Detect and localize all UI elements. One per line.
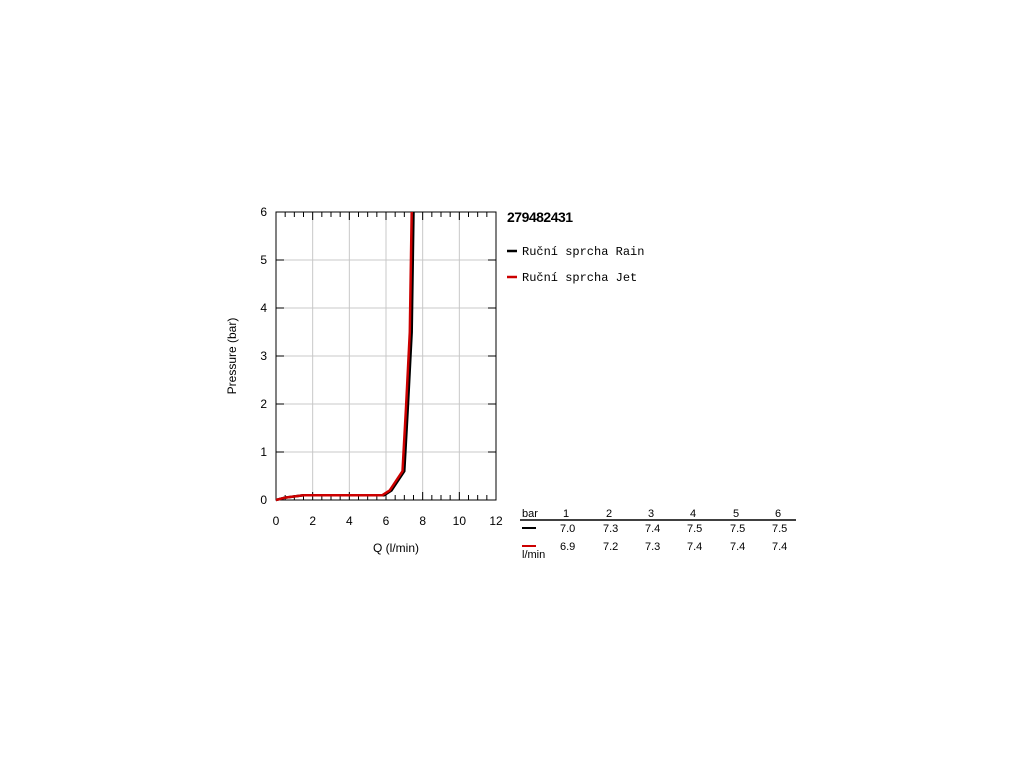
y-tick-label: 6 (260, 205, 267, 219)
x-tick-label: 12 (489, 514, 503, 528)
table-cell: 7.4 (687, 541, 702, 553)
table-cell: 7.5 (687, 523, 702, 535)
y-tick-label: 0 (260, 493, 267, 507)
x-tick-label: 10 (453, 514, 467, 528)
table-column-header: 1 (563, 508, 569, 520)
table-cell: 7.3 (645, 541, 660, 553)
table-unit-label: l/min (522, 549, 545, 561)
legend-label-2: Ruční sprcha Jet (522, 271, 637, 285)
y-tick-label: 1 (260, 445, 267, 459)
table-cell: 7.5 (772, 523, 787, 535)
x-tick-label: 8 (419, 514, 426, 528)
table-column-header: 4 (690, 508, 696, 520)
table-column-header: 2 (606, 508, 612, 520)
legend: Ruční sprcha Rain Ruční sprcha Jet (507, 245, 644, 285)
table-cell: 7.3 (603, 523, 618, 535)
x-axis-title: Q (l/min) (373, 541, 419, 555)
plot-frame (275, 211, 497, 501)
y-axis-title: Pressure (bar) (225, 318, 239, 395)
flow-table: bar 1 2 3 4 5 6 7.0 7.3 7.4 7.5 7.5 7.5 6.9 7.2 7.3 7.4 7… (520, 508, 796, 561)
grid (276, 212, 496, 500)
x-tick-label: 0 (273, 514, 280, 528)
series-line-2 (275, 211, 413, 502)
y-tick-label: 2 (260, 397, 267, 411)
y-tick-label: 4 (260, 301, 267, 315)
table-cell: 7.4 (730, 541, 745, 553)
table-cell: 7.2 (603, 541, 618, 553)
table-cell: 7.0 (560, 523, 575, 535)
x-tick-label: 6 (383, 514, 390, 528)
table-cell: 7.4 (772, 541, 787, 553)
y-tick-label: 3 (260, 349, 267, 363)
product-title: 279482431 (507, 209, 573, 225)
table-column-header: 6 (775, 508, 781, 520)
table-cell: 7.4 (645, 523, 660, 535)
table-cell: 6.9 (560, 541, 575, 553)
x-tick-label: 4 (346, 514, 353, 528)
x-tick-label: 2 (309, 514, 316, 528)
table-column-header: 3 (648, 508, 654, 520)
table-column-header: 5 (733, 508, 739, 520)
series-lines (275, 211, 415, 502)
table-cell: 7.5 (730, 523, 745, 535)
legend-label-1: Ruční sprcha Rain (522, 245, 644, 259)
table-header-label: bar (522, 508, 538, 520)
y-tick-label: 5 (260, 253, 267, 267)
